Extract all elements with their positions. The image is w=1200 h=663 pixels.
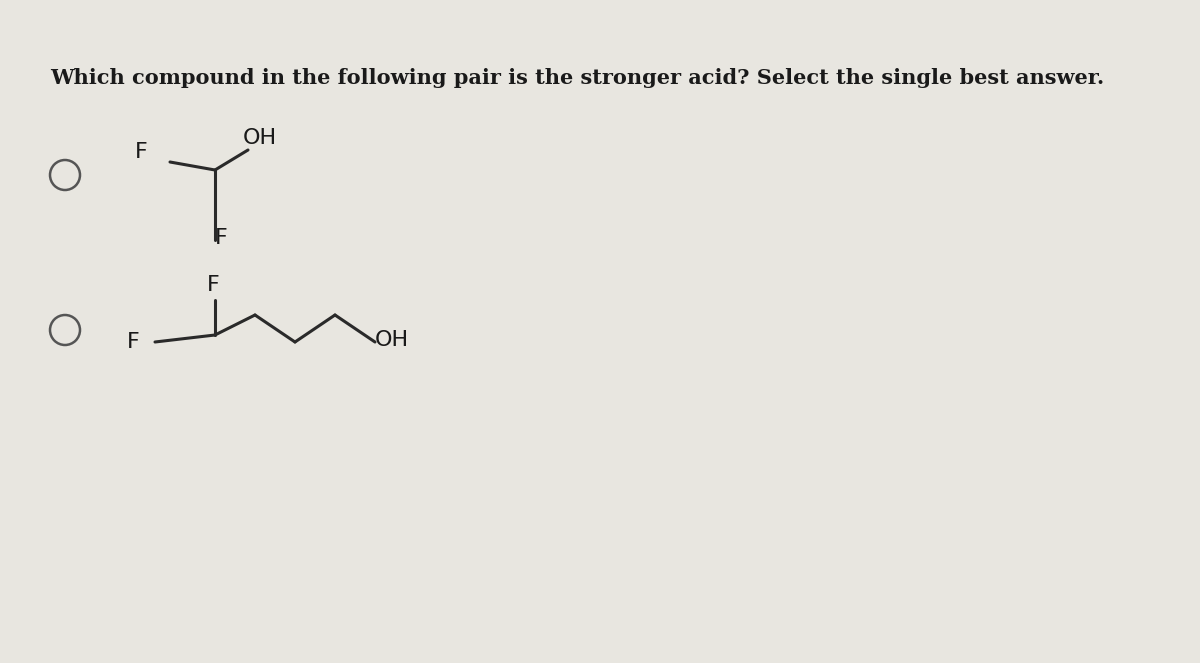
Text: F: F bbox=[208, 275, 220, 295]
Text: Which compound in the following pair is the stronger acid? Select the single bes: Which compound in the following pair is … bbox=[50, 68, 1104, 88]
Text: F: F bbox=[136, 142, 148, 162]
Text: F: F bbox=[215, 228, 228, 248]
Text: OH: OH bbox=[374, 330, 409, 350]
Text: OH: OH bbox=[242, 128, 277, 148]
Text: F: F bbox=[127, 332, 140, 352]
